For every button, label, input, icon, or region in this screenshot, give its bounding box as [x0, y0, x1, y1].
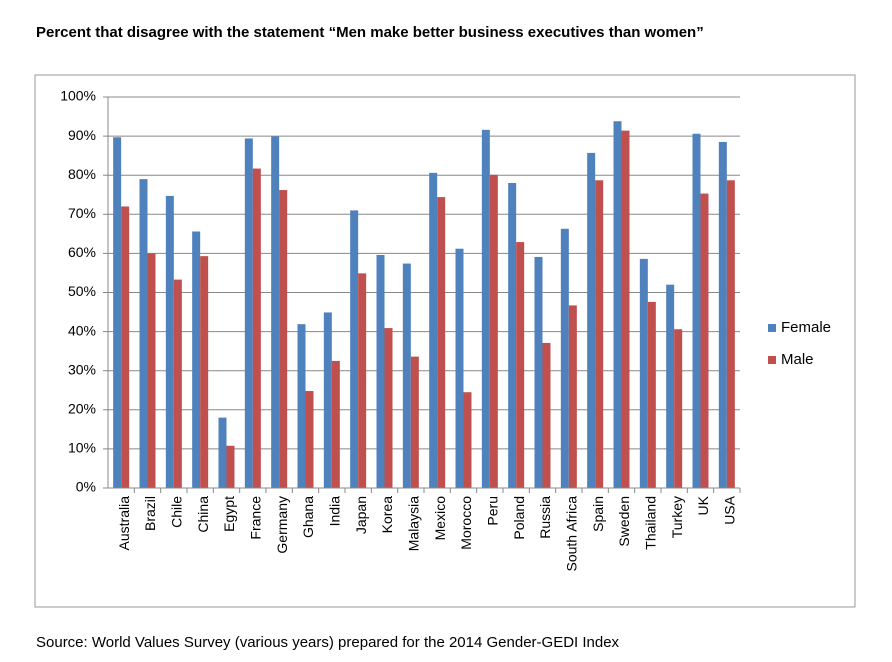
bar	[139, 179, 148, 489]
bar	[305, 391, 314, 488]
x-tick-label: Japan	[353, 496, 369, 534]
bar	[621, 130, 630, 488]
x-tick-label: Thailand	[643, 496, 659, 550]
x-tick-label: Turkey	[669, 496, 685, 538]
y-tick-label: 80%	[68, 166, 96, 182]
bar	[200, 256, 209, 488]
x-tick-label: Sweden	[616, 496, 632, 547]
x-tick-label: France	[248, 496, 264, 540]
y-tick-label: 60%	[68, 244, 96, 260]
x-tick-label: China	[195, 496, 211, 533]
x-tick-label: Ghana	[300, 496, 316, 538]
bar	[297, 324, 306, 488]
bar	[516, 242, 525, 488]
x-tick-label: Korea	[379, 496, 395, 534]
bar	[113, 137, 122, 488]
bar	[508, 183, 517, 488]
bar	[560, 228, 569, 488]
bar	[331, 360, 340, 488]
x-tick-label: Mexico	[432, 496, 448, 541]
y-tick-label: 30%	[68, 361, 96, 377]
x-tick-label: Chile	[169, 496, 185, 528]
bar	[481, 129, 490, 488]
bar	[639, 258, 648, 488]
x-tick-label: Malaysia	[406, 496, 422, 551]
x-tick-label: Peru	[485, 496, 501, 526]
bar	[410, 356, 419, 488]
bar	[718, 141, 727, 488]
bar	[192, 231, 201, 488]
bar	[218, 417, 227, 488]
y-tick-label: 50%	[68, 283, 96, 299]
bar	[726, 180, 735, 488]
bar	[489, 174, 498, 488]
bar	[595, 180, 604, 488]
y-tick-label: 70%	[68, 205, 96, 221]
bar	[226, 445, 235, 488]
x-tick-label: Brazil	[142, 496, 158, 531]
legend-label: Female	[781, 319, 831, 336]
x-tick-label: Poland	[511, 496, 527, 540]
bar	[350, 210, 359, 488]
bar	[323, 312, 332, 488]
bar	[429, 172, 438, 488]
bar	[587, 152, 596, 488]
bar	[402, 263, 411, 488]
bar	[568, 305, 577, 488]
bar	[271, 136, 280, 488]
bar	[173, 279, 182, 488]
bar	[534, 256, 543, 488]
y-tick-label: 20%	[68, 401, 96, 417]
bar	[358, 273, 367, 488]
y-tick-label: 0%	[76, 479, 96, 495]
x-tick-label: Australia	[116, 496, 132, 551]
bar	[147, 253, 156, 488]
bar	[455, 248, 464, 488]
bar	[674, 329, 683, 488]
bar	[666, 284, 675, 488]
bar	[165, 195, 174, 488]
chart-frame	[34, 74, 856, 608]
x-tick-label: Egypt	[221, 496, 237, 532]
y-tick-label: 10%	[68, 440, 96, 456]
x-tick-label: UK	[695, 495, 711, 515]
y-tick-label: 90%	[68, 127, 96, 143]
x-tick-label: South Africa	[564, 496, 580, 572]
bar	[692, 133, 701, 488]
x-tick-label: Morocco	[458, 496, 474, 550]
bar	[613, 121, 622, 488]
x-tick-label: USA	[722, 495, 738, 524]
x-tick-label: Spain	[590, 496, 606, 532]
x-tick-label: Russia	[537, 496, 553, 539]
x-tick-label: Germany	[274, 496, 290, 554]
bar	[437, 197, 446, 488]
chart-title: Percent that disagree with the statement…	[36, 24, 704, 41]
bar	[121, 206, 130, 489]
bar	[542, 342, 551, 488]
bar	[647, 301, 656, 488]
x-tick-label: India	[327, 496, 343, 527]
bar	[463, 392, 472, 488]
bar	[252, 168, 261, 489]
legend-swatch	[768, 324, 776, 332]
bar	[384, 328, 393, 488]
y-tick-label: 100%	[60, 88, 96, 104]
source-note: Source: World Values Survey (various yea…	[36, 634, 620, 651]
bar	[244, 138, 253, 489]
legend-swatch	[768, 356, 776, 364]
legend-label: Male	[781, 351, 814, 368]
bar	[376, 254, 385, 488]
bar	[279, 190, 288, 489]
bar	[700, 193, 709, 488]
y-tick-label: 40%	[68, 322, 96, 338]
